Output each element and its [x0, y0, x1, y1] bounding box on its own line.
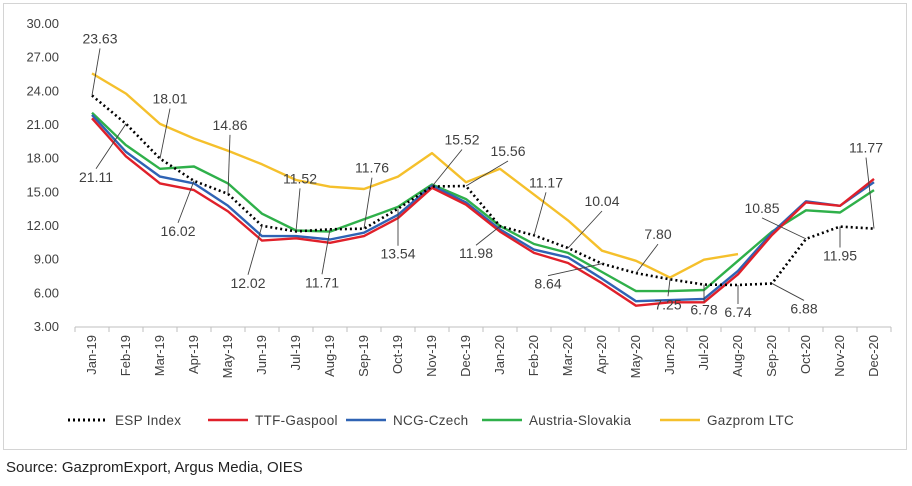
data-label: 7.80 — [644, 226, 671, 242]
x-tick-label: Jul-19 — [288, 335, 303, 370]
y-tick-label: 15.00 — [26, 184, 59, 199]
series-line-gazprom-ltc — [91, 72, 739, 279]
legend-entry: TTF-Gaspool — [255, 413, 338, 428]
y-tick-label: 6.00 — [34, 285, 59, 300]
annotation-leader — [431, 149, 463, 187]
legend-entry: NCG-Czech — [393, 413, 468, 428]
annotation-leader — [91, 48, 101, 96]
annotation-leader — [159, 108, 171, 159]
x-tick-label: Jan-20 — [492, 335, 507, 375]
x-tick-label: Jan-19 — [84, 335, 99, 375]
y-tick-label: 9.00 — [34, 252, 59, 267]
annotation-leader — [465, 160, 509, 187]
x-tick-label: Apr-20 — [594, 335, 609, 374]
annotation-leader — [567, 210, 603, 249]
series-line-ttf-gaspool — [91, 117, 875, 307]
legend-entry: Gazprom LTC — [707, 413, 794, 428]
data-label: 23.63 — [82, 30, 117, 46]
data-label: 11.76 — [355, 160, 389, 176]
annotation-leader — [761, 217, 807, 240]
data-label: 16.02 — [160, 223, 195, 239]
y-tick-label: 24.00 — [26, 83, 59, 98]
series-line-austria-slovakia — [91, 111, 875, 293]
x-tick-label: Dec-20 — [866, 335, 881, 377]
x-tick-label: Jul-20 — [696, 335, 711, 370]
x-tick-label: Mar-20 — [560, 335, 575, 376]
data-label: 10.04 — [584, 193, 619, 209]
x-tick-label: Aug-20 — [730, 335, 745, 377]
data-label: 15.56 — [490, 143, 525, 159]
data-label: 11.52 — [283, 170, 317, 186]
annotation-leader — [635, 243, 659, 274]
x-tick-label: Feb-20 — [526, 335, 541, 376]
legend-entry: Austria-Slovakia — [529, 413, 632, 428]
x-tick-label: Nov-20 — [832, 335, 847, 377]
x-tick-label: Nov-19 — [424, 335, 439, 377]
annotation-leader — [247, 225, 263, 275]
x-tick-label: Oct-20 — [798, 335, 813, 374]
annotation-leader — [363, 177, 373, 229]
data-label: 8.64 — [534, 276, 561, 292]
data-label: 13.54 — [380, 246, 415, 262]
data-label: 12.02 — [230, 275, 265, 291]
series-line-ncg-czech — [91, 114, 875, 303]
data-label: 7.25 — [654, 296, 681, 312]
annotation-leader — [533, 192, 547, 236]
data-label: 11.98 — [459, 245, 493, 261]
line-chart: 30.00 27.00 24.00 21.00 18.00 15.00 12.00 9.00 6… — [26, 16, 892, 428]
x-tick-label: Jun-20 — [662, 335, 677, 375]
source-note: Source: GazpromExport, Argus Media, OIES — [6, 459, 303, 476]
chart-frame: 30.00 27.00 24.00 21.00 18.00 15.00 12.00 9.00 6… — [3, 3, 907, 450]
x-tick-label: Dec-19 — [458, 335, 473, 377]
data-label: 14.86 — [212, 117, 247, 133]
data-label: 15.52 — [444, 131, 479, 147]
y-tick-label: 27.00 — [26, 50, 59, 65]
annotation-leader — [295, 188, 301, 232]
x-tick-label: Jun-19 — [254, 335, 269, 375]
annotation-leader — [771, 283, 805, 301]
annotation-leader — [865, 157, 875, 229]
x-tick-label: Sep-19 — [356, 335, 371, 377]
y-tick-label: 12.00 — [26, 218, 59, 233]
data-label: 21.11 — [79, 169, 113, 185]
data-label: 6.78 — [690, 302, 717, 318]
x-tick-label: Feb-19 — [118, 335, 133, 376]
annotation-leader — [475, 225, 501, 246]
annotation-leader — [321, 229, 331, 275]
data-label: 6.88 — [790, 300, 817, 316]
y-tick-label: 18.00 — [26, 151, 59, 166]
annotation-leader — [227, 134, 231, 194]
x-tick-label: Oct-19 — [390, 335, 405, 374]
x-tick-label: Sep-20 — [764, 335, 779, 377]
annotation-leader — [177, 180, 195, 224]
x-tick-label: Apr-19 — [186, 335, 201, 374]
data-label: 10.85 — [744, 200, 779, 216]
data-label: 11.77 — [849, 140, 883, 156]
data-label: 18.01 — [152, 91, 187, 107]
y-tick-label: 30.00 — [26, 16, 59, 31]
annotation-leader — [667, 279, 671, 297]
x-tick-label: Aug-19 — [322, 335, 337, 377]
annotation-leader — [95, 123, 127, 170]
data-label: 11.95 — [823, 248, 857, 264]
data-label: 11.71 — [305, 274, 339, 290]
x-tick-label: May-19 — [220, 335, 235, 378]
x-tick-label: May-20 — [628, 335, 643, 378]
data-label: 11.17 — [529, 174, 563, 190]
y-tick-label: 21.00 — [26, 117, 59, 132]
annotation-leader — [547, 263, 603, 277]
x-tick-label: Mar-19 — [152, 335, 167, 376]
legend-entry: ESP Index — [115, 413, 181, 428]
y-tick-label: 3.00 — [34, 319, 59, 334]
data-label: 6.74 — [724, 304, 751, 320]
